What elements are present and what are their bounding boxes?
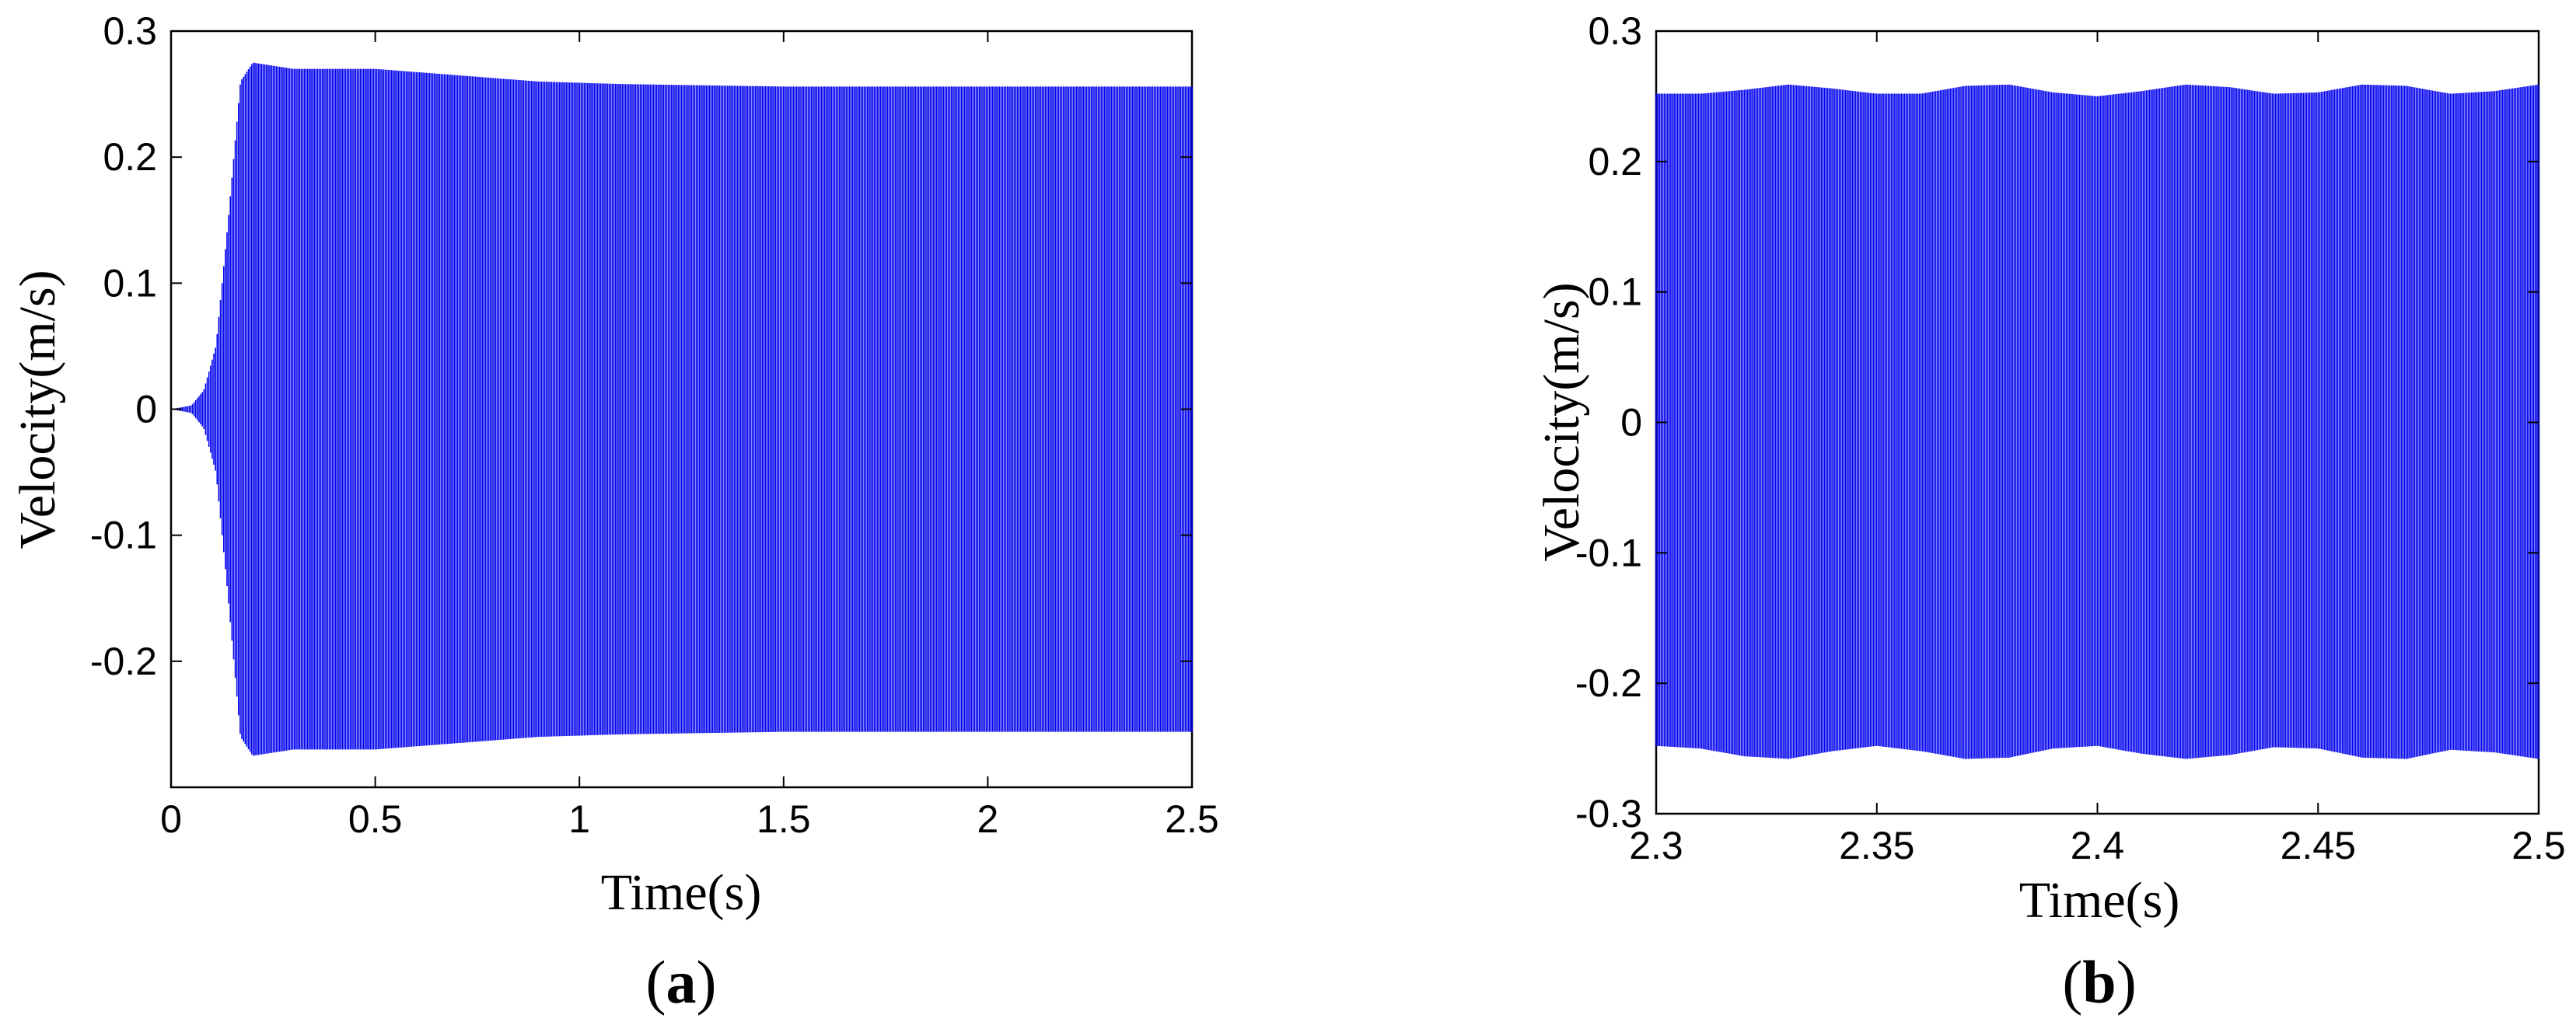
chart-b-ytick-label: 0.3 — [1588, 9, 1642, 53]
chart-a-ytick-label: -0.2 — [90, 640, 157, 683]
chart-a-panel-label: (a) — [646, 948, 717, 1016]
chart-a-series-path — [172, 62, 1193, 756]
chart-b-x-axis: 2.3 2.35 2.4 2.45 2.5 — [1629, 31, 2566, 867]
chart-b-series-line — [1655, 84, 2539, 759]
chart-a: 0 0.5 1 1.5 2 2.5 -0.2-0.100.10.20.3 Time(s) … — [9, 9, 1219, 1016]
chart-b-ytick-label: -0.2 — [1575, 661, 1642, 705]
chart-b-panel-label: (b) — [2062, 948, 2136, 1016]
chart-b-ytick-label: 0.2 — [1588, 140, 1642, 183]
chart-a-xtick-label: 1.5 — [757, 797, 811, 841]
chart-a-series-line — [172, 62, 1193, 756]
chart-a-ytick-label: -0.1 — [90, 514, 157, 557]
chart-b-y-axis: -0.3 -0.2 -0.1 0 0.1 0.2 0.3 — [1575, 9, 2539, 835]
chart-b: 2.3 2.35 2.4 2.45 2.5 -0.3 -0.2 -0.1 0 0.1 0.2 0.3… — [1533, 9, 2566, 1016]
chart-a-xtick-label: 0 — [160, 797, 182, 841]
chart-b-ylabel: Velocity(m/s) — [1533, 282, 1590, 561]
chart-b-xtick-label: 2.45 — [2281, 824, 2356, 867]
chart-b-xtick-label: 2.35 — [1839, 824, 1914, 867]
chart-a-xlabel: Time(s) — [601, 864, 762, 921]
chart-a-xtick-label: 1 — [568, 797, 590, 841]
chart-a-ytick-label: 0.2 — [103, 135, 157, 179]
chart-a-ylabel: Velocity(m/s) — [9, 270, 66, 549]
chart-a-x-axis: 0 0.5 1 1.5 2 2.5 — [160, 31, 1219, 841]
chart-b-ytick-label: -0.1 — [1575, 531, 1642, 574]
chart-b-xtick-label: 2.5 — [2511, 824, 2566, 867]
chart-b-ytick-label: 0 — [1620, 401, 1642, 445]
chart-a-ytick-label: 0 — [135, 388, 157, 431]
chart-a-xtick-label: 0.5 — [348, 797, 403, 841]
chart-a-y-axis: -0.2 -0.1 0 0.1 0.2 0.3 — [90, 9, 1192, 683]
chart-a-ytick-label: 0.1 — [103, 261, 157, 305]
chart-a-ytick-label: 0.3 — [103, 9, 157, 53]
chart-a-xtick-label: 2 — [977, 797, 998, 841]
chart-b-ytick-label: 0.1 — [1588, 270, 1642, 314]
chart-b-xtick-label: 2.3 — [1629, 824, 1683, 867]
chart-a-xtick-label: 2.5 — [1165, 797, 1219, 841]
chart-b-xlabel: Time(s) — [2019, 872, 2180, 929]
chart-b-series-path — [1655, 84, 2539, 759]
chart-b-ytick-label: -0.3 — [1575, 792, 1642, 835]
chart-b-xtick-label: 2.4 — [2071, 824, 2125, 867]
